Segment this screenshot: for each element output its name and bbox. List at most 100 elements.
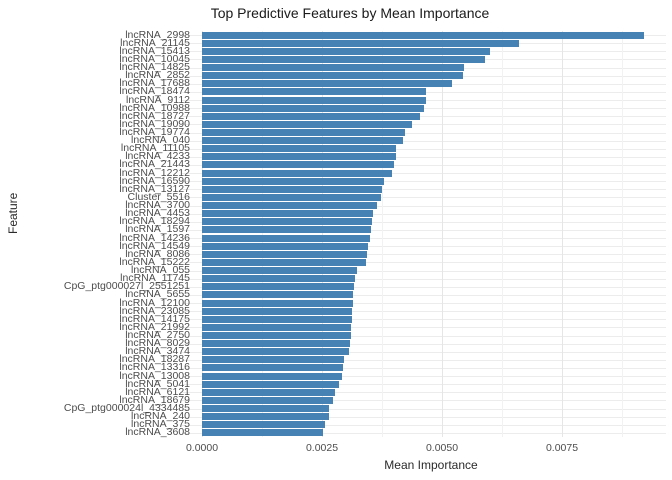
bar xyxy=(202,283,355,291)
bar xyxy=(202,96,426,104)
horizontal-gridline xyxy=(182,221,666,223)
y-tick-label: lncRNA_3608 xyxy=(125,426,190,439)
bar xyxy=(202,291,354,299)
horizontal-gridline xyxy=(182,140,666,142)
y-tick-label: lncRNA_19090 xyxy=(119,117,190,130)
vertical-gridline-major xyxy=(202,31,203,437)
bar xyxy=(202,137,404,145)
y-tick-label: lncRNA_18474 xyxy=(119,85,190,98)
bar xyxy=(202,340,350,348)
y-tick-label: lncRNA_11745 xyxy=(120,272,190,285)
horizontal-gridline xyxy=(182,262,666,264)
horizontal-gridline xyxy=(182,408,666,410)
y-tick-label: lncRNA_13008 xyxy=(119,369,190,382)
horizontal-gridline xyxy=(182,392,666,394)
y-tick-label: lncRNA_040 xyxy=(131,134,190,147)
bar xyxy=(202,39,519,47)
horizontal-gridline xyxy=(182,319,666,321)
horizontal-gridline xyxy=(182,376,666,378)
y-tick-label: lncRNA_6121 xyxy=(125,385,190,398)
vertical-gridline-minor xyxy=(262,31,263,437)
bar xyxy=(202,202,378,210)
vertical-gridline-major xyxy=(442,31,443,437)
y-tick-label: lncRNA_14825 xyxy=(119,61,190,74)
vertical-gridline-major xyxy=(322,31,323,437)
y-tick-label: lncRNA_14549 xyxy=(119,239,190,252)
horizontal-gridline xyxy=(182,384,666,386)
y-tick-label: lncRNA_8029 xyxy=(125,337,190,350)
bar xyxy=(202,332,351,339)
bar xyxy=(202,421,325,429)
y-tick-label: lncRNA_2852 xyxy=(125,69,190,82)
y-tick-label: lncRNA_240 xyxy=(131,410,190,423)
bar xyxy=(202,250,368,258)
y-tick-label: lncRNA_375 xyxy=(131,418,190,431)
y-tick-label: lncRNA_10045 xyxy=(119,52,190,65)
horizontal-gridline xyxy=(182,400,666,402)
horizontal-gridline xyxy=(182,416,666,418)
bar xyxy=(202,242,369,250)
bar xyxy=(202,413,329,421)
horizontal-gridline xyxy=(182,367,666,369)
horizontal-gridline xyxy=(182,238,666,240)
y-tick-label: lncRNA_18294 xyxy=(119,215,190,228)
y-tick-label: lncRNA_18727 xyxy=(119,109,190,122)
horizontal-gridline xyxy=(182,213,666,215)
bar xyxy=(202,80,452,88)
y-tick-label: lncRNA_21443 xyxy=(119,158,190,171)
horizontal-gridline xyxy=(182,148,666,150)
x-tick-label: 0.0000 xyxy=(185,442,219,454)
bar xyxy=(202,193,382,201)
horizontal-gridline xyxy=(182,229,666,231)
bar xyxy=(202,226,372,234)
horizontal-gridline xyxy=(182,286,666,288)
horizontal-gridline xyxy=(182,173,666,175)
bar xyxy=(202,55,486,63)
horizontal-gridline xyxy=(182,181,666,183)
x-axis-title: Mean Importance xyxy=(384,458,478,472)
horizontal-gridline xyxy=(182,303,666,305)
horizontal-gridline xyxy=(182,164,666,166)
y-tick-label: lncRNA_11105 xyxy=(120,142,190,155)
bar xyxy=(202,169,393,177)
horizontal-gridline xyxy=(182,132,666,134)
vertical-gridline-minor xyxy=(622,31,623,437)
bar xyxy=(202,153,396,161)
horizontal-gridline xyxy=(182,246,666,248)
horizontal-gridline xyxy=(182,205,666,207)
y-tick-label: lncRNA_13316 xyxy=(119,361,190,374)
y-tick-label: lncRNA_13127 xyxy=(119,182,190,195)
bar xyxy=(202,185,382,193)
y-tick-label: lncRNA_19774 xyxy=(119,126,190,138)
bar xyxy=(202,112,420,120)
horizontal-gridline xyxy=(182,294,666,296)
y-tick-label: lncRNA_4233 xyxy=(125,150,190,163)
y-tick-label: lncRNA_17688 xyxy=(119,77,190,90)
y-tick-label: lncRNA_10988 xyxy=(119,101,190,114)
horizontal-gridline xyxy=(182,156,666,158)
bar xyxy=(202,129,406,136)
bar xyxy=(202,120,413,128)
vertical-gridline-minor xyxy=(382,31,383,437)
y-tick-label: lncRNA_3474 xyxy=(125,345,190,358)
plot-panel xyxy=(182,31,666,437)
horizontal-gridline xyxy=(182,432,666,434)
x-tick-label: 0.0025 xyxy=(305,442,339,454)
y-tick-label: CpG_ptg000027l_2551251 xyxy=(63,280,190,293)
y-tick-label: lncRNA_055 xyxy=(131,264,190,277)
bar xyxy=(202,315,352,323)
bar xyxy=(202,388,335,396)
bar xyxy=(202,258,367,266)
bar xyxy=(202,348,349,356)
y-tick-label: lncRNA_14175 xyxy=(119,312,190,325)
bar xyxy=(202,429,323,437)
horizontal-gridline xyxy=(182,424,666,426)
bar xyxy=(202,307,353,315)
y-tick-label: Cluster_5516 xyxy=(127,190,190,203)
y-tick-label: lncRNA_12212 xyxy=(119,166,190,179)
y-tick-label: lncRNA_14236 xyxy=(119,231,190,244)
y-tick-label: lncRNA_8086 xyxy=(125,247,190,260)
bar xyxy=(202,72,464,80)
x-tick-label: 0.0050 xyxy=(425,442,459,454)
